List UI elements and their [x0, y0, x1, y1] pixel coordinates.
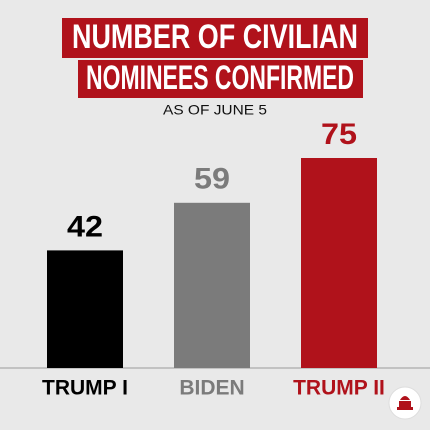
- bar: [301, 158, 377, 368]
- value-label: 75: [321, 118, 357, 151]
- x-tick-label: TRUMP I: [42, 377, 128, 400]
- title-box: [62, 18, 368, 58]
- value-label: 42: [67, 210, 103, 243]
- x-tick-label: TRUMP II: [293, 377, 385, 400]
- bar: [174, 202, 250, 368]
- chart-title: NOMINEES CONFIRMED: [86, 59, 354, 97]
- chart-subtitle: AS OF JUNE 5: [163, 102, 267, 118]
- x-tick-label: BIDEN: [179, 377, 244, 400]
- logo: [388, 386, 422, 420]
- value-label: 59: [194, 163, 230, 196]
- title-box: [78, 60, 363, 98]
- chart-title: NUMBER OF CIVILIAN: [72, 18, 358, 56]
- bar: [47, 250, 123, 368]
